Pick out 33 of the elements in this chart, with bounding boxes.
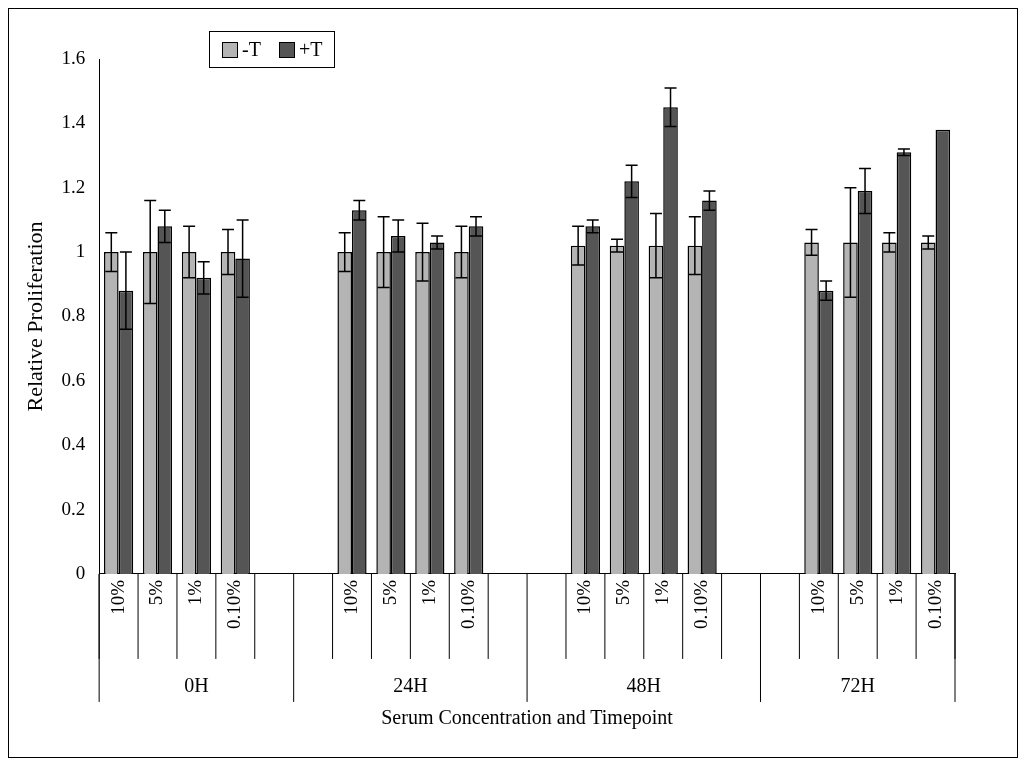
x-tick-label: 5% [145,579,167,606]
x-tick-label: 10% [340,579,361,615]
y-tick-label: 0.8 [61,304,86,326]
x-tick-label: 5% [845,579,867,606]
y-tick-label: 0.6 [61,368,86,390]
x-tick-label: 1% [417,579,439,606]
x-tick-label: 0.10% [923,579,945,629]
x-tick-label: 10% [806,579,828,615]
text: 0H [184,674,209,697]
y-tick-label: 1 [75,240,86,262]
x-tick-label: 1% [651,579,673,606]
x-tick-label: 1% [884,579,906,606]
x-tick-label: 0.10% [690,579,712,629]
x-tick-label: 1% [184,579,206,606]
y-axis-title: Relative Proliferation [21,221,47,412]
x-tick-label: 10% [573,579,595,615]
x-tick-label: 0.10% [456,579,478,629]
legend-label: -T [242,38,261,61]
y-tick-label: 1.6 [61,46,86,68]
x-axis-title: Serum Concentration and Timepoint [381,706,674,730]
x-tick-label: 5% [378,579,400,606]
text: 72H [840,674,875,697]
x-tick-label: 0.10% [223,579,245,629]
y-tick-label: 0.2 [61,497,86,519]
y-tick-label: 0.4 [61,433,86,455]
y-tick-label: 0 [75,561,86,583]
text: 48H [626,674,662,697]
x-tick-label: 10% [106,579,128,615]
y-tick-label: 1.4 [61,111,86,133]
x-tick-label: 5% [612,579,634,606]
text: 24H [393,674,428,697]
y-tick-label: 1.2 [61,175,86,197]
legend-label: +T [298,38,323,61]
